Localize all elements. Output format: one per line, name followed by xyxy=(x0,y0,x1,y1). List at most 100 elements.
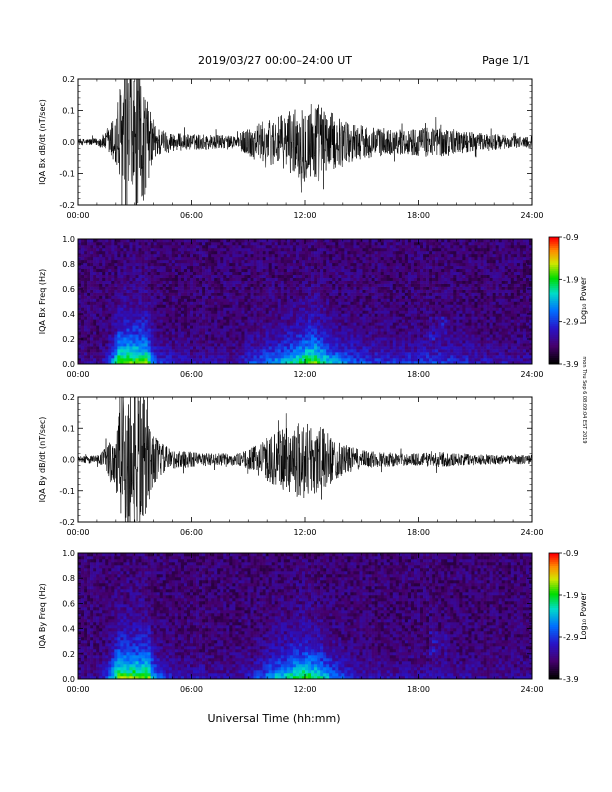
spectrogram-cell xyxy=(253,253,257,258)
spectrogram-cell xyxy=(93,277,97,281)
spectrogram-cell xyxy=(308,256,312,261)
spectrogram-cell xyxy=(341,349,345,353)
spectrogram-cell xyxy=(262,250,266,255)
spectrogram-cell xyxy=(371,259,375,264)
spectrogram-cell xyxy=(413,346,418,350)
spectrogram-cell xyxy=(196,283,200,287)
spectrogram-cell xyxy=(308,298,312,302)
spectrogram-cell xyxy=(171,283,176,287)
spectrogram-cell xyxy=(280,331,285,335)
spectrogram-cell xyxy=(186,283,191,287)
spectrogram-cell xyxy=(168,292,173,296)
spectrogram-cell xyxy=(338,304,342,308)
spectrogram-cell xyxy=(311,361,315,365)
spectrogram-cell xyxy=(129,322,133,326)
spectrogram-cell xyxy=(250,244,254,249)
spectrogram-cell xyxy=(335,358,339,362)
spectrogram-cell xyxy=(271,352,276,356)
spectrogram-cell xyxy=(111,316,115,320)
spectrogram-cell xyxy=(253,283,257,287)
spectrogram-cell xyxy=(93,244,97,249)
spectrogram-cell xyxy=(416,304,421,308)
spectrogram-cell xyxy=(311,259,315,264)
spectrogram-cell xyxy=(199,307,203,311)
spectrogram-cell xyxy=(135,328,139,332)
spectrogram-cell xyxy=(395,271,400,276)
spectrogram-cell xyxy=(280,262,285,267)
spectrogram-cell xyxy=(235,268,239,273)
spectrogram-cell xyxy=(186,239,191,243)
spectrogram-cell xyxy=(401,322,406,326)
spectrogram-cell xyxy=(280,316,285,320)
spectrogram-cell xyxy=(153,289,157,293)
spectrogram-cell xyxy=(156,337,161,341)
spectrogram-cell xyxy=(138,289,142,293)
spectrogram-cell xyxy=(93,316,97,320)
spectrogram-cell xyxy=(138,253,142,258)
spectrogram-cell xyxy=(229,316,233,320)
spectrogram-cell xyxy=(238,250,242,255)
spectrogram-cell xyxy=(205,283,209,287)
spectrogram-cell xyxy=(214,313,218,317)
spectrogram-cell xyxy=(344,286,348,290)
spectrogram-cell xyxy=(404,280,409,284)
spectrogram-cell xyxy=(87,289,91,293)
spectrogram-cell xyxy=(298,355,303,359)
spectrogram-cell xyxy=(135,283,139,287)
spectrogram-cell xyxy=(374,280,378,284)
spectrogram-cell xyxy=(180,340,185,344)
spectrogram-cell xyxy=(150,331,154,335)
spectrogram-cell xyxy=(398,310,403,314)
spectrogram-cell xyxy=(356,334,360,338)
spectrogram-cell xyxy=(220,337,224,341)
spectrogram-cell xyxy=(314,352,318,356)
spectrogram-cell xyxy=(220,286,224,290)
spectrogram-cell xyxy=(138,334,142,338)
spectrogram-cell xyxy=(126,334,130,338)
spectrogram-cell xyxy=(317,253,321,258)
spectrogram-cell xyxy=(93,292,97,296)
spectrogram-cell xyxy=(84,244,88,249)
spectrogram-cell xyxy=(193,358,197,362)
spectrogram-cell xyxy=(189,307,194,311)
spectrogram-cell xyxy=(78,250,82,255)
spectrogram-cell xyxy=(398,346,403,350)
spectrogram-cell xyxy=(78,239,82,243)
spectrogram-cell xyxy=(156,319,161,323)
spectrogram-cell xyxy=(356,355,360,359)
spectrogram-cell xyxy=(90,244,94,249)
spectrogram-cell xyxy=(389,244,394,249)
spectrogram-cell xyxy=(420,328,424,332)
spectrogram-cell xyxy=(165,265,170,270)
spectrogram-cell xyxy=(250,325,254,329)
spectrogram-cell xyxy=(280,343,285,347)
spectrogram-cell xyxy=(199,316,203,320)
spectrogram-cell xyxy=(147,358,151,362)
spectrogram-cell xyxy=(226,328,230,332)
spectrogram-cell xyxy=(235,343,239,347)
spectrogram-cell xyxy=(426,244,430,249)
spectrogram-cell xyxy=(301,280,306,284)
spectrogram-cell xyxy=(247,259,251,264)
spectrogram-cell xyxy=(93,313,97,317)
spectrogram-cell xyxy=(298,253,303,258)
spectrogram-cell xyxy=(202,355,206,359)
spectrogram-cell xyxy=(102,349,106,353)
spectrogram-cell xyxy=(404,250,409,255)
spectrogram-cell xyxy=(99,340,103,344)
spectrogram-cell xyxy=(186,352,191,356)
spectrogram-cell xyxy=(374,334,378,338)
spectrogram-cell xyxy=(323,358,327,362)
spectrogram-cell xyxy=(317,328,321,332)
spectrogram-cell xyxy=(429,325,433,329)
spectrogram-cell xyxy=(189,355,194,359)
spectrogram-cell xyxy=(365,319,369,323)
spectrogram-cell xyxy=(416,247,421,252)
spectrogram-cell xyxy=(301,349,306,353)
spectrogram-cell xyxy=(156,307,161,311)
spectrogram-cell xyxy=(368,316,372,320)
spectrogram-cell xyxy=(162,343,167,347)
spectrogram-cell xyxy=(123,304,127,308)
spectrogram-cell xyxy=(380,241,384,246)
spectrogram-cell xyxy=(374,346,378,350)
